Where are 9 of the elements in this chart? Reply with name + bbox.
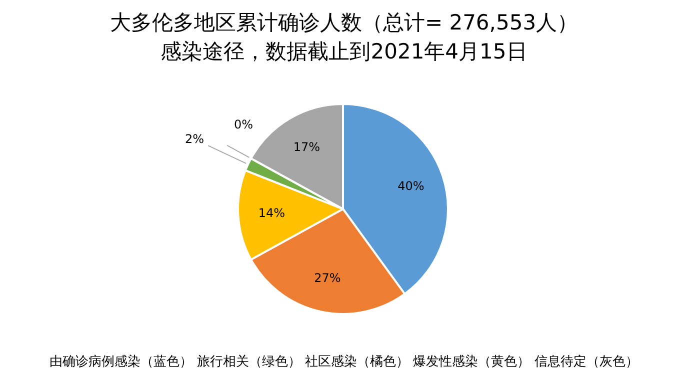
data-label: 2% [185, 132, 204, 146]
data-label: 14% [258, 206, 286, 220]
data-label: 27% [314, 270, 341, 285]
chart-title: 大多伦多地区累计确诊人数（总计= 276,553人） [110, 10, 578, 35]
chart-subtitle: 感染途径，数据截止到2021年4月15日 [160, 40, 528, 64]
text: 由确诊病例感染（蓝色） 旅行相关（绿色） 社区感染（橘色） 爆发性感染（黄色） 信息待定（灰色） [50, 354, 638, 370]
data-label: 40% [398, 179, 424, 194]
text: 0% [234, 118, 254, 132]
data-label: 17% [293, 140, 320, 154]
